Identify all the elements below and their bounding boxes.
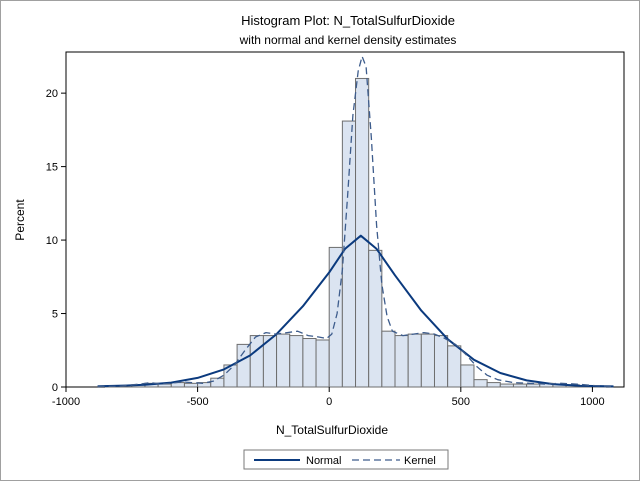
density-curves xyxy=(97,55,614,388)
histogram-bar-29 xyxy=(473,379,488,388)
chart-title: Histogram Plot: N_TotalSulfurDioxide xyxy=(241,13,455,28)
histogram-bar-32 xyxy=(512,383,528,388)
x-axis-ticks: -1000 -500 0 500 1000 xyxy=(52,387,605,408)
x-tick-label-2: 0 xyxy=(326,396,332,408)
histogram-bar-28 xyxy=(460,364,475,388)
histogram-bar-11 xyxy=(236,343,251,388)
histogram-bar-25 xyxy=(420,333,435,388)
histogram-bar-31 xyxy=(499,383,514,388)
legend: Normal Kernel xyxy=(243,449,449,470)
y-axis-label: Percent xyxy=(13,199,27,241)
histogram-bar-23 xyxy=(394,335,409,388)
y-tick-label-0: 0 xyxy=(52,382,58,394)
x-axis-label: N_TotalSulfurDioxide xyxy=(276,423,388,437)
histogram-bar-9 xyxy=(210,377,225,388)
histogram-bar-27 xyxy=(447,345,462,388)
y-axis-ticks: 0 5 10 15 20 xyxy=(46,88,66,394)
histogram-bar-30 xyxy=(486,382,501,388)
y-tick-label-2: 10 xyxy=(46,235,58,247)
legend-box xyxy=(243,449,449,470)
histogram-bar-26 xyxy=(433,335,449,388)
x-tick-label-0: -1000 xyxy=(52,396,80,408)
legend-normal-label: Normal xyxy=(306,455,341,467)
histogram-bar-12 xyxy=(249,335,264,388)
y-tick-label-1: 5 xyxy=(52,309,58,321)
histogram-bar-16 xyxy=(302,338,317,388)
chart-subtitle: with normal and kernel density estimates xyxy=(239,33,457,47)
legend-kernel-label: Kernel xyxy=(404,455,436,467)
histogram-bar-20 xyxy=(355,77,370,388)
x-tick-label-1: -500 xyxy=(187,396,209,408)
histogram-bar-22 xyxy=(381,330,396,388)
histogram-bar-14 xyxy=(276,333,291,388)
histogram-bar-7 xyxy=(183,382,199,388)
histogram-bar-24 xyxy=(407,333,422,388)
x-tick-label-3: 500 xyxy=(452,396,470,408)
y-tick-label-3: 15 xyxy=(46,162,58,174)
histogram-bar-19 xyxy=(341,120,357,388)
curve-normal xyxy=(97,234,614,388)
y-tick-label-4: 20 xyxy=(46,88,58,100)
histogram-bar-17 xyxy=(315,339,330,388)
x-tick-label-4: 1000 xyxy=(580,396,604,408)
histogram-bar-33 xyxy=(526,383,541,388)
curve-kernel xyxy=(97,55,614,388)
histogram-bar-21 xyxy=(368,249,383,388)
histogram-bar-15 xyxy=(289,335,304,388)
